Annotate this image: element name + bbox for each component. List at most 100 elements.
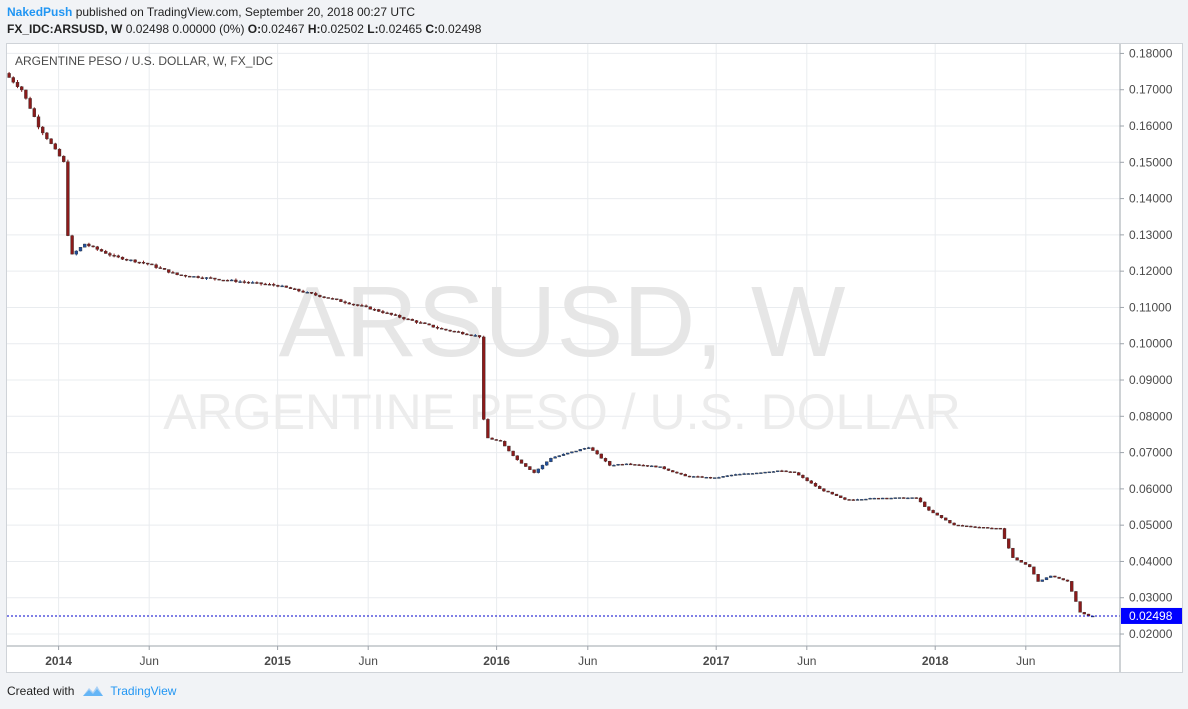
candle-up — [763, 471, 767, 474]
symbol-quote-line: FX_IDC:ARSUSD, W 0.02498 0.00000 (0%) O:… — [7, 21, 481, 37]
candlestick-chart[interactable]: ARSUSD, W ARGENTINE PESO / U.S. DOLLAR 0… — [7, 44, 1182, 672]
candle-down — [507, 445, 511, 452]
candle-down — [456, 331, 461, 333]
candle-up — [1044, 577, 1049, 581]
candle-up — [704, 477, 708, 479]
candle-down — [440, 328, 444, 330]
candle-down — [876, 497, 881, 500]
candle-down — [377, 309, 381, 312]
candle-down — [356, 304, 360, 306]
candle-up — [893, 497, 897, 499]
candle-down — [414, 320, 419, 323]
candle-down — [423, 322, 427, 325]
time-axis[interactable]: 2014 Jun 2015 Jun 2016 Jun 2017 Jun 2018 Jun — [45, 646, 1035, 668]
candle-down — [284, 285, 288, 288]
candle-down — [784, 470, 788, 473]
price-tick-label: 0.05000 — [1129, 518, 1173, 532]
candle-down — [351, 303, 356, 306]
candle-down — [7, 73, 11, 78]
open-label: O: — [247, 22, 262, 36]
candle-up — [192, 276, 196, 278]
candle-down — [1023, 562, 1028, 565]
price-tick-label: 0.08000 — [1129, 409, 1173, 423]
candle-up — [910, 497, 914, 499]
candle-up — [738, 473, 742, 476]
time-tick-label: 2014 — [45, 654, 72, 668]
candle-down — [36, 116, 41, 128]
candle-down — [486, 419, 490, 439]
candle-down — [364, 305, 368, 307]
candle-down — [410, 318, 414, 321]
candle-down — [385, 312, 389, 315]
candle-down — [511, 450, 515, 456]
price-tick-label: 0.13000 — [1129, 228, 1173, 242]
candle-down — [654, 465, 658, 468]
candle-down — [515, 455, 519, 461]
last-price-label: 0.02498 — [1129, 609, 1173, 623]
candle-up — [906, 497, 910, 500]
close-value: 0.02498 — [438, 22, 482, 36]
candle-down — [318, 294, 322, 297]
candle-down — [1036, 574, 1040, 582]
candle-down — [637, 464, 641, 466]
candle-down — [595, 450, 599, 455]
candle-up — [78, 247, 83, 252]
candle-up — [725, 475, 729, 477]
chart-panel[interactable]: ARSUSD, W ARGENTINE PESO / U.S. DOLLAR 0… — [6, 43, 1183, 673]
candle-down — [137, 261, 141, 264]
time-tick-label: Jun — [140, 654, 159, 668]
candle-down — [419, 322, 423, 324]
candle-down — [620, 464, 624, 466]
candle-down — [960, 525, 965, 527]
candle-down — [45, 132, 49, 140]
candle-down — [242, 281, 246, 283]
candle-down — [503, 441, 507, 447]
candle-down — [490, 437, 494, 440]
candle-up — [746, 473, 750, 475]
candle-down — [297, 288, 301, 292]
candle-down — [1074, 591, 1078, 602]
time-tick-label: Jun — [797, 654, 816, 668]
price-axis[interactable]: 0.18000 0.17000 0.16000 0.15000 0.14000 0.130… — [1120, 46, 1173, 641]
candle-up — [204, 277, 209, 279]
candle-down — [683, 474, 687, 477]
candle-up — [553, 456, 557, 459]
candle-down — [141, 261, 146, 264]
candle-up — [230, 279, 234, 282]
candle-up — [612, 464, 616, 467]
candle-down — [939, 515, 944, 519]
candle-down — [246, 281, 251, 284]
candle-down — [679, 472, 683, 475]
publisher-name[interactable]: NakedPush — [7, 5, 73, 19]
candle-down — [347, 302, 351, 305]
candle-down — [133, 259, 137, 263]
created-with-text: Created with — [7, 684, 75, 698]
candle-down — [469, 334, 473, 336]
time-tick-label: 2016 — [483, 654, 510, 668]
time-tick-label: 2017 — [703, 654, 730, 668]
candle-up — [776, 470, 780, 472]
candle-down — [272, 284, 276, 286]
candle-down — [1028, 564, 1032, 568]
candle-down — [435, 326, 440, 329]
candle-down — [608, 461, 612, 466]
candle-up — [280, 285, 284, 288]
candle-down — [1011, 547, 1015, 558]
high-value: 0.02502 — [320, 22, 364, 36]
candle-down — [335, 298, 339, 300]
candle-down — [935, 512, 939, 516]
candle-up — [864, 498, 868, 501]
candle-down — [339, 299, 343, 302]
candle-down — [267, 284, 272, 286]
candle-down — [343, 301, 347, 304]
candle-down — [792, 471, 797, 473]
candle-up — [742, 473, 746, 475]
high-label: H: — [307, 22, 321, 36]
time-tick-label: Jun — [578, 654, 597, 668]
tradingview-link[interactable]: TradingView — [110, 684, 177, 698]
candle-down — [1061, 578, 1065, 581]
candle-down — [263, 283, 267, 286]
tradingview-logo-icon[interactable] — [82, 684, 104, 698]
candle-down — [70, 235, 74, 255]
candle-down — [225, 279, 230, 282]
